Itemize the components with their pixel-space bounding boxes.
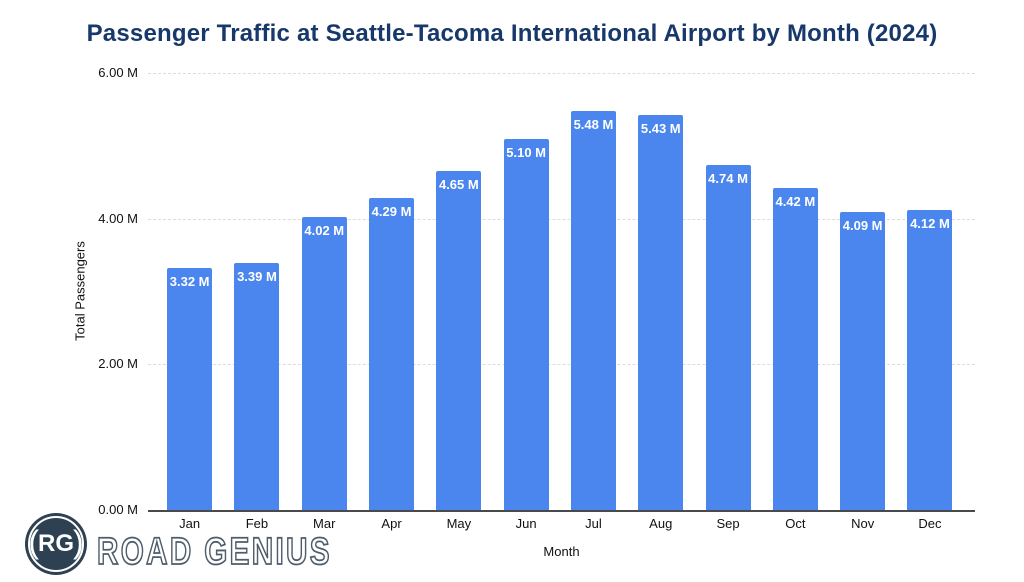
bar-value-label: 5.43 M [640,120,681,136]
bar-jan: 3.32 M [167,268,213,510]
bar-value-label: 3.32 M [169,274,210,290]
bar-value-label: 4.02 M [304,223,345,239]
x-tick-label: Mar [313,516,336,531]
bar-oct: 4.42 M [772,188,818,510]
y-tick-label: 6.00 M [98,65,138,80]
logo-paren-right-icon: ) [73,524,84,560]
bar-feb: 3.39 M [234,263,280,510]
x-tick-label: Aug [649,516,673,531]
bar-value-label: 5.10 M [506,144,547,160]
gridline [148,364,975,366]
x-tick-label: May [446,516,472,531]
bar-may: 4.65 M [436,171,482,510]
logo-paren-left-icon: ( [28,524,39,560]
y-tick-label: 4.00 M [98,210,138,226]
bar-value-label: 4.42 M [775,194,816,210]
bar-value-label: 4.29 M [371,203,412,219]
gridline [148,218,975,220]
x-tick-label: Nov [851,516,875,531]
x-tick-label: Sep [716,516,740,531]
x-tick-label: Jun [515,516,537,531]
x-tick-label: Jul [585,516,602,531]
bar-jun: 5.10 M [503,138,549,510]
x-tick-label: Feb [245,516,269,531]
x-axis-line [148,510,975,512]
y-tick-label: 0.00 M [98,502,138,517]
y-tick-label: 2.00 M [98,356,138,372]
y-axis-title: Total Passengers [72,241,88,341]
bar-apr: 4.29 M [369,197,415,510]
chart-title: Passenger Traffic at Seattle-Tacoma Inte… [86,20,938,47]
rg-logo-mark: ( RG ) [25,513,87,575]
bar-dec: 4.12 M [907,209,953,510]
bar-value-label: 4.12 M [910,215,950,231]
x-axis-title: Month [543,544,580,559]
bar-value-label: 4.65 M [438,177,479,193]
x-tick-label: Dec [918,516,942,531]
bar-nov: 4.09 M [840,212,886,510]
bar-value-label: 4.74 M [708,170,748,186]
bar-mar: 4.02 M [301,217,347,510]
bar-value-label: 5.48 M [573,116,614,132]
bar-value-label: 3.39 M [237,269,277,285]
logo-monogram: RG [38,530,74,557]
bar-sep: 4.74 M [705,164,751,510]
x-tick-label: Oct [785,516,806,531]
x-tick-label: Jan [179,516,201,531]
x-tick-label: Apr [381,516,402,531]
bar-jul: 5.48 M [570,110,616,510]
bar-value-label: 4.09 M [842,218,883,234]
bar-aug: 5.43 M [638,114,684,510]
logo-wordmark: ROAD GENIUS [96,530,332,574]
gridline [148,73,975,74]
